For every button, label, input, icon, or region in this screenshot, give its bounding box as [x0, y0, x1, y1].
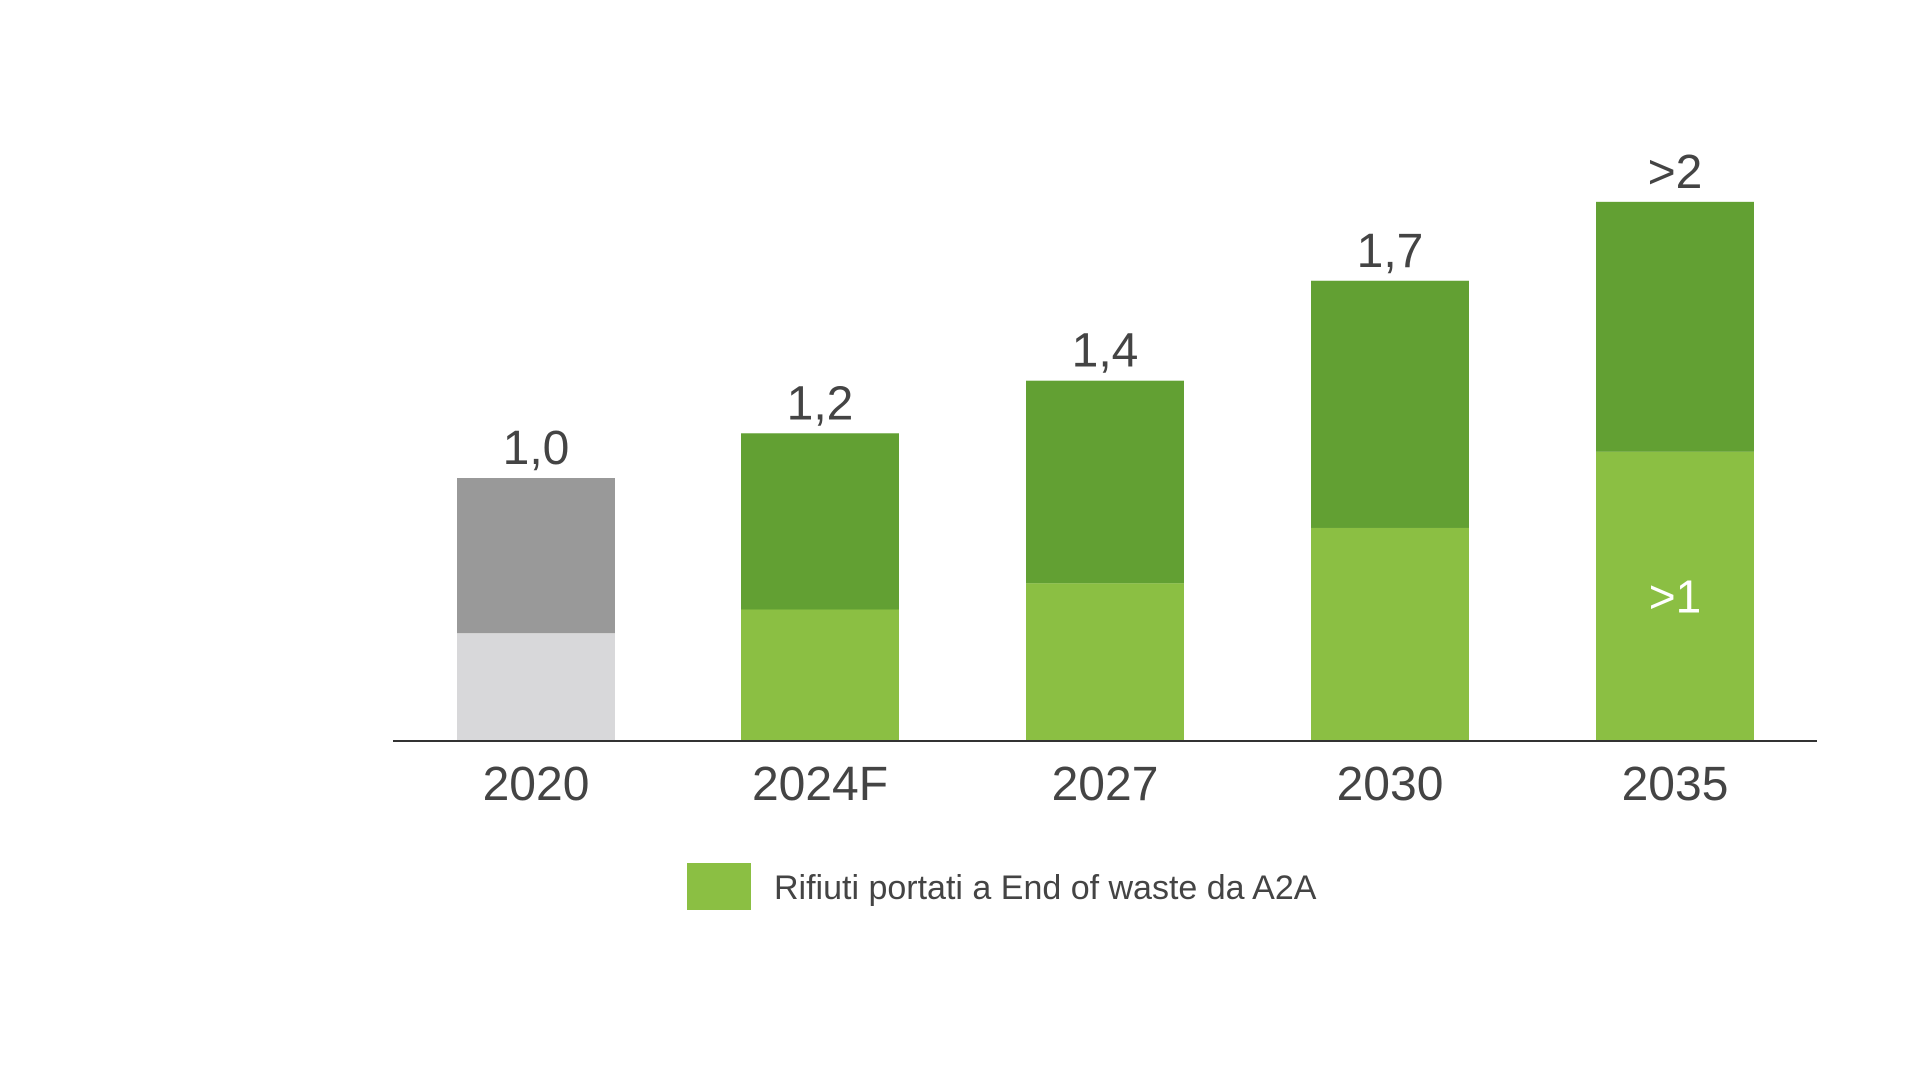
- x-tick-2027: 2027: [1052, 758, 1159, 811]
- bar-total-label-2027: 1,4: [1072, 325, 1139, 378]
- bar-total-label-2020: 1,0: [503, 422, 570, 475]
- legend: Rifiuti portati a End of waste da A2A: [687, 863, 1317, 910]
- bar-total-label-2035: >2: [1648, 146, 1703, 199]
- bars-group: 1,0 1,2 1,4 1,7 >1 >2: [457, 146, 1754, 741]
- x-tick-2030: 2030: [1337, 758, 1444, 811]
- bar-segment-2024F-lower: [741, 609, 899, 741]
- bar-segment-2027-lower: [1026, 583, 1184, 741]
- x-tick-2024F: 2024F: [752, 758, 888, 811]
- x-tick-2035: 2035: [1622, 758, 1729, 811]
- bar-segment-2020-lower: [457, 633, 615, 741]
- x-tick-2020: 2020: [483, 758, 590, 811]
- bar-segment-2020-upper: [457, 478, 615, 634]
- legend-label: Rifiuti portati a End of waste da A2A: [774, 869, 1317, 907]
- bar-total-label-2030: 1,7: [1357, 225, 1424, 278]
- bar-segment-2030-lower: [1311, 527, 1469, 741]
- bar-segment-2035-lower: [1596, 451, 1754, 741]
- x-tick-labels: 2020 2024F 2027 2030 2035: [483, 758, 1729, 811]
- bar-inner-label-2035: >1: [1649, 570, 1701, 622]
- bar-segment-2024F-upper: [741, 433, 899, 610]
- bar-segment-2027-upper: [1026, 380, 1184, 584]
- bar-total-label-2024F: 1,2: [787, 377, 854, 430]
- legend-swatch: [687, 863, 751, 910]
- bar-segment-2035-upper: [1596, 201, 1754, 452]
- bar-segment-2030-upper: [1311, 280, 1469, 528]
